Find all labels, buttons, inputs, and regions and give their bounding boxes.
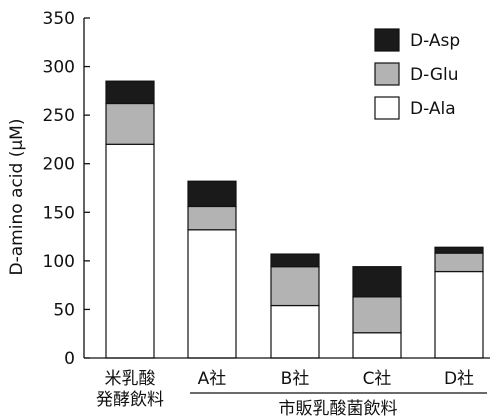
bar-segment-d-glu xyxy=(434,252,484,273)
x-tick-label: A社 xyxy=(198,369,227,389)
y-tick-label: 50 xyxy=(53,300,75,320)
bar-segment-d-ala xyxy=(187,229,237,359)
bar-segment-d-asp xyxy=(270,253,320,268)
bar-segment-d-ala xyxy=(352,332,402,359)
legend-swatch-d-ala xyxy=(374,96,400,120)
y-tick-label: 250 xyxy=(43,106,75,126)
legend: D-Asp D-Glu D-Ala xyxy=(374,28,460,120)
x-tick-label: B社 xyxy=(281,369,310,389)
bar-segment-d-ala xyxy=(105,143,155,359)
bar-segment-d-ala xyxy=(434,270,484,359)
bar-segment-d-asp xyxy=(352,266,402,298)
bars xyxy=(105,80,484,359)
bar-segment-d-glu xyxy=(270,266,320,307)
y-axis-label: D-amino acid (μM) xyxy=(7,119,27,276)
y-tick-label: 150 xyxy=(43,203,75,223)
bar-segment-d-glu xyxy=(352,296,402,334)
x-group-label: 市販乳酸菌飲料 xyxy=(279,399,398,419)
bar-segment-d-asp xyxy=(187,180,237,208)
y-tick-label: 300 xyxy=(43,58,75,78)
bar-segment-d-glu xyxy=(187,205,237,231)
bar-segment-d-asp xyxy=(105,80,155,105)
y-tick-label: 200 xyxy=(43,155,75,175)
y-tick-label: 0 xyxy=(64,349,75,369)
bar-segment-d-ala xyxy=(270,304,320,359)
y-tick-label: 350 xyxy=(43,9,75,29)
bar-segment-d-glu xyxy=(105,102,155,145)
y-axis: 0 50 100 150 200 250 300 350 xyxy=(43,9,90,369)
x-tick-label: 米乳酸 xyxy=(105,369,156,389)
x-tick-label: 発酵飲料 xyxy=(96,390,164,410)
legend-swatch-d-glu xyxy=(374,62,400,86)
bar-segment-d-asp xyxy=(434,246,484,254)
legend-label-d-asp: D-Asp xyxy=(410,31,460,51)
legend-label-d-ala: D-Ala xyxy=(410,99,456,119)
legend-label-d-glu: D-Glu xyxy=(410,65,459,85)
y-tick-label: 100 xyxy=(43,252,75,272)
legend-swatch-d-asp xyxy=(374,28,400,52)
x-tick-label: C社 xyxy=(363,369,392,389)
x-tick-label: D社 xyxy=(444,369,474,389)
